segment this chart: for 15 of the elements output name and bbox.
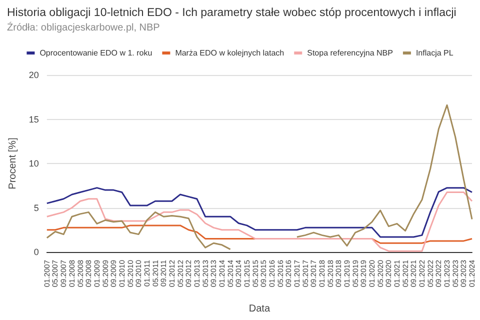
chart-title: Historia obligacji 10-letnich EDO - Ich parametry stałe wobec stóp procentowych i inflacji [7, 7, 456, 19]
legend-label: Inflacja PL [416, 48, 454, 58]
chart-subtitle: Źródła: obligacjeskarbowe.pl, NBP [7, 22, 160, 34]
legend-label: Marża EDO w kolejnych latach [175, 48, 284, 58]
legend-label: Oprocentowanie EDO w 1. roku [40, 48, 152, 58]
y-tick-label: 20 [28, 70, 39, 80]
line-series [46, 187, 473, 238]
y-axis-title: Procent [%] [8, 137, 18, 190]
y-tick-label: 0 [34, 247, 39, 257]
y-tick-label: 5 [34, 202, 39, 213]
legend-label: Stopa referencyjna NBP [307, 48, 393, 58]
y-tick-label: 15 [28, 114, 39, 124]
line-series [46, 192, 473, 252]
y-tick-label: 10 [28, 158, 39, 168]
x-axis-title: Data [248, 304, 270, 314]
